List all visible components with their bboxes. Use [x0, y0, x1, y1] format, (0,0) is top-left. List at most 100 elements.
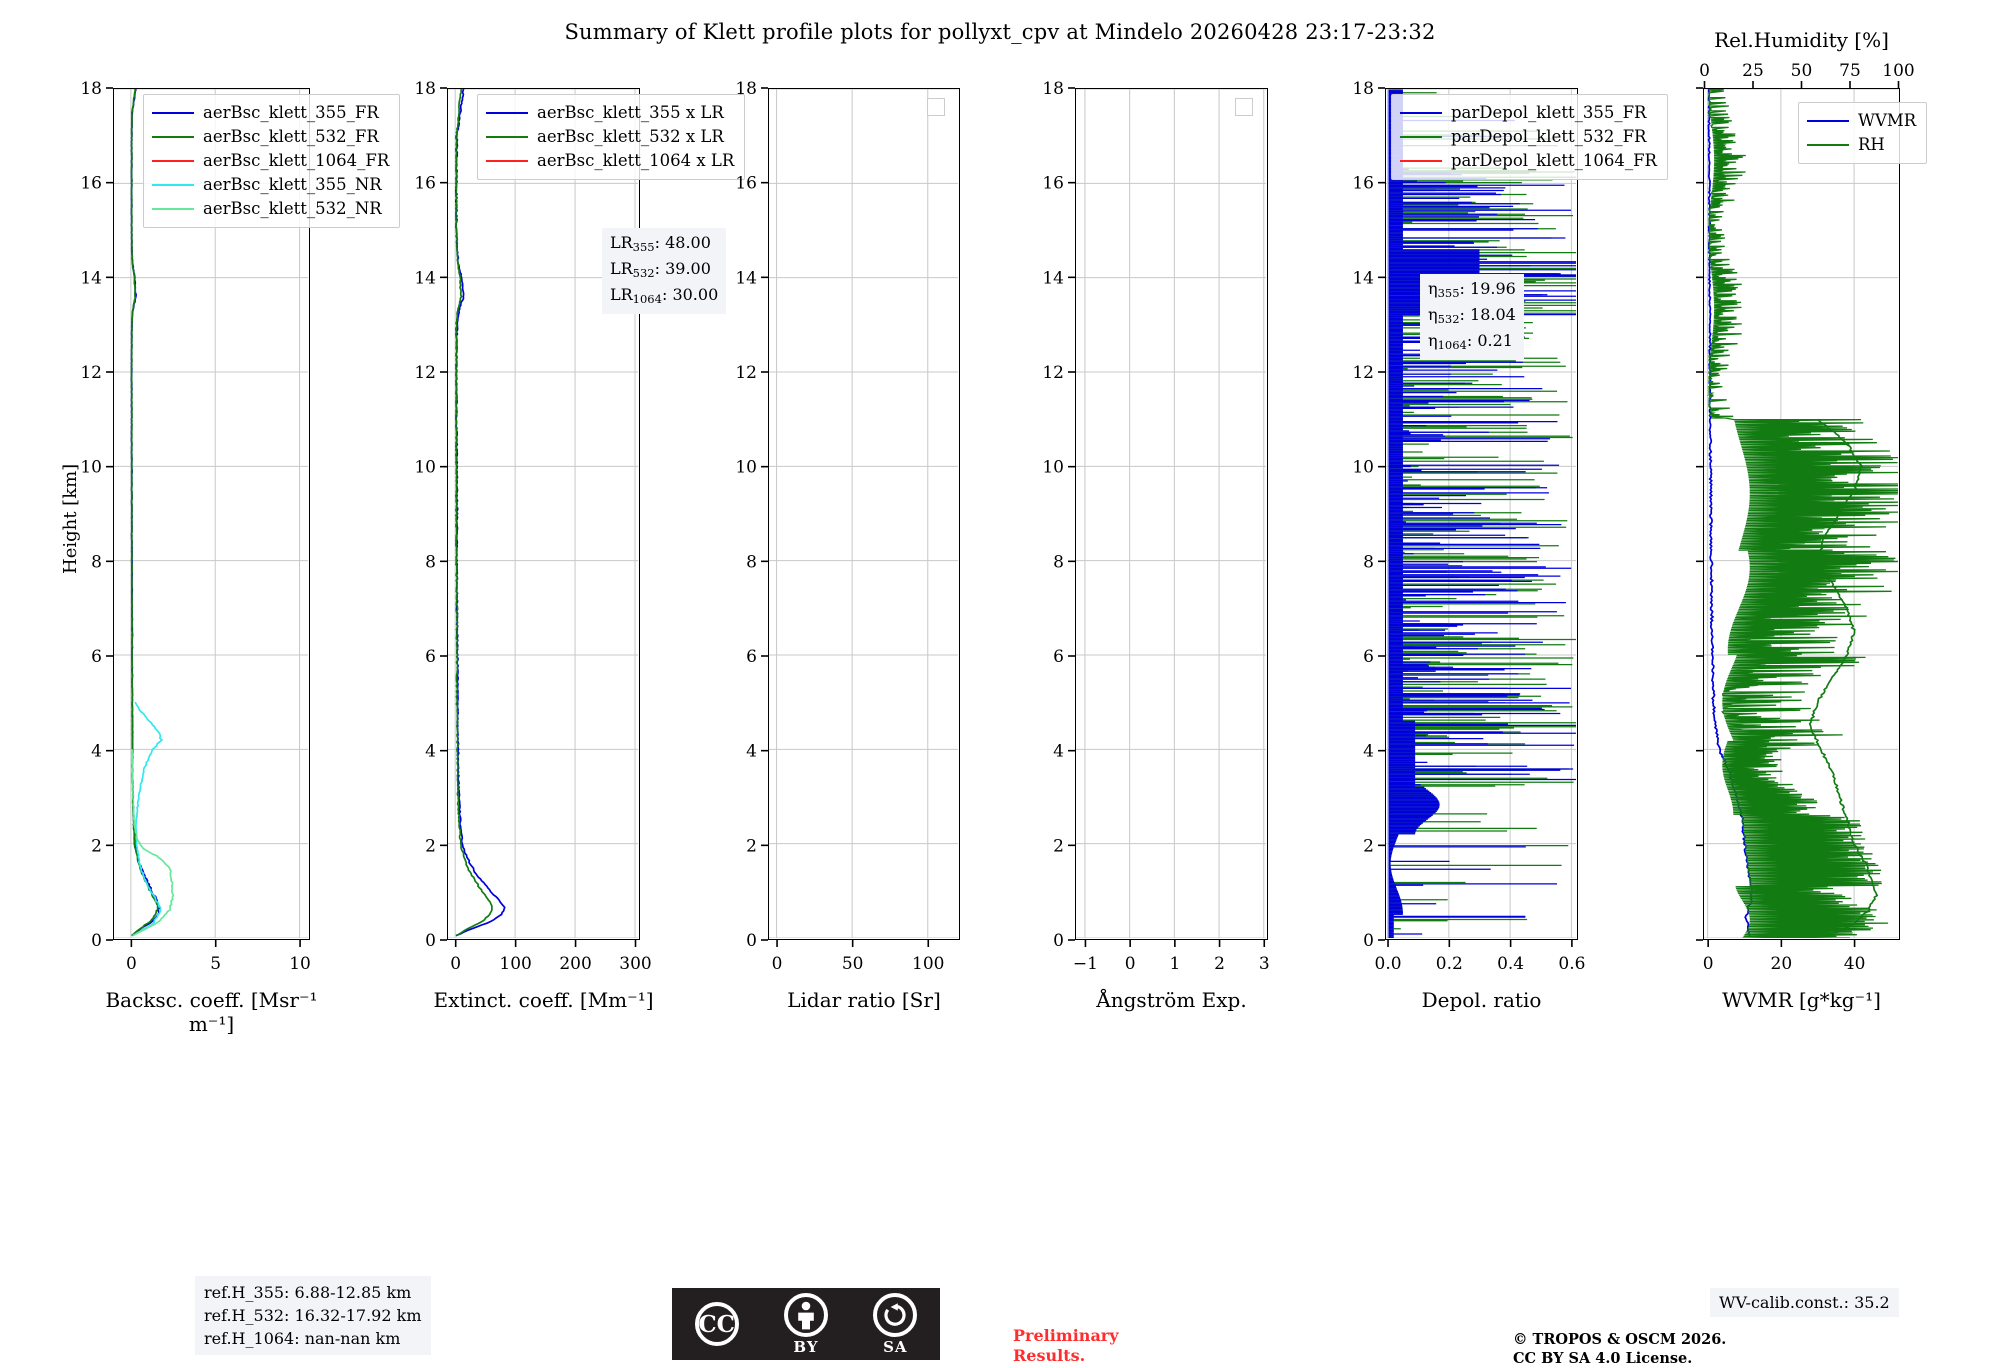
- svg-text:16: 16: [1352, 174, 1374, 194]
- plot-canvas-angstrom: [1076, 89, 1266, 938]
- svg-text:0.2: 0.2: [1436, 954, 1463, 974]
- plot-canvas-wvmr: [1704, 89, 1898, 938]
- page-title: Summary of Klett profile plots for polly…: [564, 20, 1436, 44]
- legend-label: aerBsc_klett_532 x LR: [537, 127, 724, 146]
- legend-wvmr: WVMR RH: [1798, 102, 1928, 164]
- annotation-value: 48.00: [665, 233, 711, 252]
- svg-text:14: 14: [735, 268, 757, 288]
- svg-text:10: 10: [414, 458, 436, 478]
- plot-canvas-backscatter: [114, 89, 308, 938]
- svg-text:200: 200: [559, 954, 591, 974]
- annotation-row: η355: 19.96: [1428, 278, 1516, 304]
- svg-text:2: 2: [746, 836, 757, 856]
- x-axis-label-wvmr: WVMR [g*kg⁻¹]: [1722, 988, 1881, 1012]
- x-axis-label-lidar-ratio: Lidar ratio [Sr]: [787, 988, 941, 1012]
- copyright-line: © TROPOS & OSCM 2026.: [1513, 1331, 1727, 1348]
- cc-logo-cell: CC: [672, 1288, 762, 1360]
- plot-panel-angstrom: [1075, 88, 1268, 940]
- svg-text:6: 6: [91, 647, 102, 667]
- svg-text:0: 0: [1125, 954, 1136, 974]
- svg-text:12: 12: [735, 363, 757, 383]
- top-axis-label-relative-humidity: Rel.Humidity [%]: [1714, 28, 1889, 52]
- svg-text:4: 4: [425, 742, 436, 762]
- svg-text:10: 10: [1352, 458, 1374, 478]
- svg-text:0: 0: [1703, 954, 1714, 974]
- plot-panel-lidar-ratio: [768, 88, 960, 940]
- annotation-value: 19.96: [1470, 279, 1516, 298]
- legend-item: aerBsc_klett_355_NR: [152, 173, 389, 197]
- empty-legend-angstrom: [1235, 98, 1253, 116]
- svg-text:0: 0: [1363, 931, 1374, 951]
- x-axis-label-angstrom: Ångström Exp.: [1096, 988, 1247, 1012]
- annotation-row: LR355: 48.00: [610, 232, 718, 258]
- svg-text:6: 6: [1053, 647, 1064, 667]
- svg-text:100: 100: [912, 954, 944, 974]
- legend-item: aerBsc_klett_532_NR: [152, 197, 389, 221]
- svg-text:40: 40: [1844, 954, 1866, 974]
- reference-height-line: ref.H_532: 16.32-17.92 km: [204, 1306, 422, 1325]
- x-axis-label-backscatter: Backsc. coeff. [Msr⁻¹ m⁻¹]: [105, 988, 318, 1036]
- svg-text:16: 16: [414, 174, 436, 194]
- svg-text:6: 6: [746, 647, 757, 667]
- legend-color-swatch: [152, 208, 194, 210]
- svg-text:12: 12: [414, 363, 436, 383]
- svg-text:16: 16: [80, 174, 102, 194]
- svg-text:18: 18: [80, 79, 102, 99]
- annotation-row: LR532: 39.00: [610, 258, 718, 284]
- reference-height-line: ref.H_1064: nan-nan km: [204, 1329, 401, 1348]
- legend-item: parDepol_klett_355_FR: [1400, 101, 1657, 125]
- annotation-depolarization: η355: 19.96 η532: 18.04 η1064: 0.21: [1420, 274, 1524, 360]
- svg-text:1: 1: [1169, 954, 1180, 974]
- annotation-row: η532: 18.04: [1428, 304, 1516, 330]
- annotation-subscript: 532: [1437, 311, 1460, 326]
- cc-icon: CC: [694, 1302, 739, 1346]
- svg-text:0: 0: [450, 954, 461, 974]
- svg-text:8: 8: [1363, 552, 1374, 572]
- svg-text:16: 16: [1042, 174, 1064, 194]
- svg-text:20: 20: [1771, 954, 1793, 974]
- svg-text:100: 100: [499, 954, 531, 974]
- annotation-symbol: LR532:: [610, 258, 666, 280]
- svg-text:25: 25: [1742, 61, 1764, 81]
- svg-text:75: 75: [1839, 61, 1861, 81]
- annotation-extinction: LR355: 48.00 LR532: 39.00 LR1064: 30.00: [602, 228, 727, 314]
- x-axis-label-depolarization: Depol. ratio: [1421, 988, 1542, 1012]
- legend-label: aerBsc_klett_355_FR: [203, 103, 379, 122]
- cc-sa-label: SA: [883, 1337, 908, 1356]
- annotation-symbol: LR1064:: [610, 284, 673, 306]
- annotation-symbol: η1064:: [1428, 330, 1478, 352]
- y-axis-label: Height [km]: [60, 463, 81, 574]
- reference-height-line: ref.H_355: 6.88-12.85 km: [204, 1283, 412, 1302]
- svg-text:10: 10: [289, 954, 311, 974]
- legend-color-swatch: [486, 136, 528, 138]
- legend-item: aerBsc_klett_532_FR: [152, 125, 389, 149]
- legend-color-swatch: [1400, 112, 1442, 114]
- preliminary-results-note: Preliminary Results.: [1013, 1326, 1119, 1366]
- legend-label: aerBsc_klett_1064 x LR: [537, 151, 735, 170]
- preliminary-line: Preliminary: [1013, 1326, 1119, 1345]
- legend-color-swatch: [152, 136, 194, 138]
- legend-item: parDepol_klett_1064_FR: [1400, 149, 1657, 173]
- svg-text:18: 18: [1042, 79, 1064, 99]
- reference-height-annotation: ref.H_355: 6.88-12.85 km ref.H_532: 16.32…: [195, 1276, 431, 1355]
- svg-text:4: 4: [1053, 742, 1064, 762]
- legend-extinction: aerBsc_klett_355 x LR aerBsc_klett_532 x …: [477, 94, 746, 180]
- svg-text:0: 0: [425, 931, 436, 951]
- svg-text:12: 12: [80, 363, 102, 383]
- legend-label: aerBsc_klett_355_NR: [203, 175, 382, 194]
- share-alike-icon: [873, 1292, 918, 1337]
- svg-text:2: 2: [91, 836, 102, 856]
- svg-text:14: 14: [414, 268, 436, 288]
- svg-text:0: 0: [746, 931, 757, 951]
- svg-text:100: 100: [1882, 61, 1914, 81]
- svg-text:0: 0: [1053, 931, 1064, 951]
- creative-commons-badge: CC BY SA: [672, 1288, 940, 1360]
- annotation-symbol: η355:: [1428, 279, 1471, 300]
- legend-depolarization: parDepol_klett_355_FR parDepol_klett_532_…: [1391, 94, 1668, 180]
- plot-canvas-extinction: [448, 89, 638, 938]
- annotation-value: 30.00: [672, 284, 719, 304]
- svg-text:50: 50: [1791, 61, 1813, 81]
- svg-text:12: 12: [1042, 363, 1064, 383]
- legend-color-swatch: [486, 160, 528, 162]
- legend-color-swatch: [152, 184, 194, 186]
